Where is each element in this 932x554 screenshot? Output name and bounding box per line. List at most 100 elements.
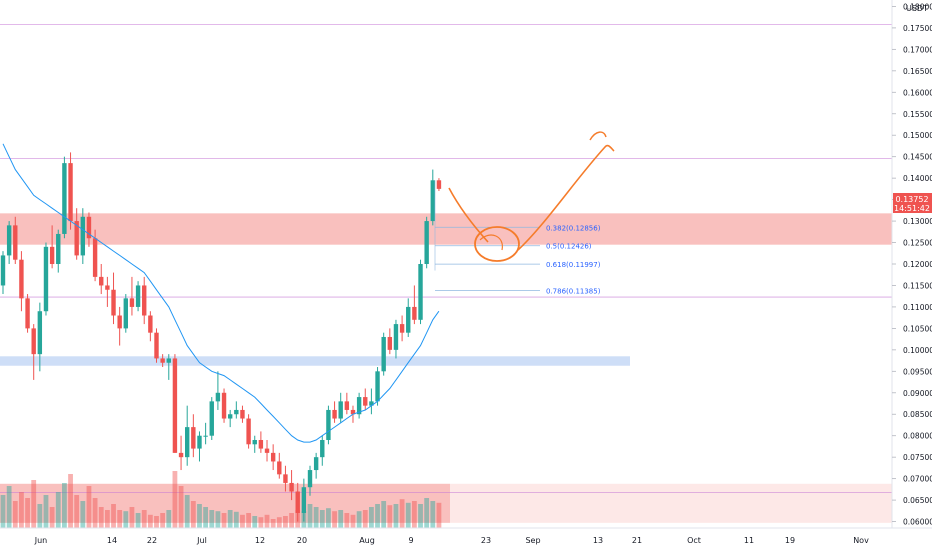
volume-bar xyxy=(19,492,24,528)
volume-bar xyxy=(25,498,30,528)
drawn-circle-inner xyxy=(479,234,503,251)
candle-body xyxy=(25,298,30,329)
zone-support-2 xyxy=(0,483,450,523)
volume-bar xyxy=(197,504,202,528)
price-axis[interactable]: 0.18000 0.17500 0.17000 0.16500 0.16000 0.155… xyxy=(892,2,932,527)
fib-label-2: 0.618(0.11997) xyxy=(546,261,601,269)
candle-body xyxy=(0,255,6,286)
candle-body xyxy=(74,221,79,256)
candle-body xyxy=(252,440,257,445)
volume-bar xyxy=(283,516,288,528)
quote-currency-label: USDT xyxy=(906,4,928,13)
candle-body xyxy=(246,418,251,445)
volume-bar xyxy=(338,510,344,528)
volume-bar xyxy=(0,495,6,528)
candle-body xyxy=(320,440,325,458)
y-tick-label: 0.12000 xyxy=(903,260,932,269)
volume-bar xyxy=(252,516,258,528)
moving-average-line xyxy=(2,143,440,443)
volume-bar xyxy=(31,480,37,528)
volume-layer xyxy=(0,471,442,528)
candle-body xyxy=(209,401,214,436)
candle-body xyxy=(264,448,270,453)
candle-body xyxy=(369,401,374,406)
volume-bar xyxy=(344,513,350,528)
last-price-badge: 0.13752 14:51:42 xyxy=(893,193,932,213)
drawn-circle xyxy=(474,226,520,262)
candle-body xyxy=(86,216,92,239)
volume-bar xyxy=(227,510,233,528)
candle-body xyxy=(393,324,399,350)
candle-body xyxy=(332,409,337,419)
candle-body xyxy=(215,392,221,402)
volume-bar xyxy=(178,486,184,528)
time-axis[interactable]: Jun 14 22 Jul 12 20 Aug 9 23 Sep 13 21 Oct 11 19 Nov xyxy=(34,536,869,545)
y-tick-label: 0.16500 xyxy=(903,67,932,76)
candle-body xyxy=(92,238,98,277)
volume-bar xyxy=(362,510,368,528)
candle-body xyxy=(142,285,147,316)
y-tick-label: 0.06000 xyxy=(903,518,932,527)
volume-bar xyxy=(86,486,92,528)
candle-body xyxy=(123,298,128,329)
x-tick-label: Sep xyxy=(525,536,540,545)
volume-bar xyxy=(129,507,135,528)
zones-layer xyxy=(0,213,892,523)
candle-body xyxy=(307,470,313,488)
x-tick-label: 22 xyxy=(147,536,157,545)
volume-bar xyxy=(43,495,49,528)
x-tick-label: Nov xyxy=(853,536,869,545)
last-price-value: 0.13752 xyxy=(895,195,928,204)
y-tick-label: 0.10000 xyxy=(903,346,932,355)
y-tick-label: 0.16000 xyxy=(903,88,932,97)
y-tick-label: 0.15000 xyxy=(903,131,932,140)
y-tick-label: 0.11000 xyxy=(903,303,932,312)
volume-bar xyxy=(276,517,282,528)
volume-bar xyxy=(399,499,405,528)
candle-body xyxy=(356,397,362,415)
volume-bar xyxy=(350,514,356,528)
candle-body xyxy=(148,315,153,333)
volume-bar xyxy=(104,510,110,528)
candle-body xyxy=(350,409,356,415)
y-tick-label: 0.09500 xyxy=(903,367,932,376)
x-tick-label: Aug xyxy=(359,536,375,545)
candle-body xyxy=(135,285,141,307)
y-tick-label: 0.17500 xyxy=(903,24,932,33)
candle-body xyxy=(227,414,233,419)
candle-body xyxy=(31,328,36,355)
y-tick-label: 0.07500 xyxy=(903,453,932,462)
y-tick-label: 0.14500 xyxy=(903,153,932,162)
volume-bar xyxy=(6,486,12,528)
volume-bar xyxy=(166,510,172,528)
candle-body xyxy=(99,276,104,286)
volume-bar xyxy=(190,501,196,528)
y-tick-label: 0.09000 xyxy=(903,389,932,398)
drawn-arrow-head xyxy=(589,131,607,141)
volume-bar xyxy=(160,513,166,528)
y-tick-label: 0.13000 xyxy=(903,217,932,226)
volume-bar xyxy=(405,502,411,528)
volume-bar xyxy=(369,507,374,528)
y-tick-label: 0.06500 xyxy=(903,496,932,505)
candle-body xyxy=(129,298,135,307)
candle-body xyxy=(277,461,282,475)
volume-bar xyxy=(92,498,98,528)
x-tick-label: 21 xyxy=(632,536,642,545)
volume-bar xyxy=(111,504,116,528)
x-tick-label: 14 xyxy=(107,536,117,545)
zone-support-1 xyxy=(0,356,630,366)
volume-bar xyxy=(55,492,61,528)
fib-layer: 0.382(0.12856) 0.5(0.12426) 0.618(0.11997)… xyxy=(434,180,601,295)
drawn-path-down xyxy=(448,187,489,243)
zone-resistance-0 xyxy=(0,213,892,245)
volume-bar xyxy=(411,501,417,528)
y-tick-label: 0.12500 xyxy=(903,239,932,248)
candle-body xyxy=(338,401,343,419)
volume-bar xyxy=(246,513,251,528)
candle-body xyxy=(270,452,276,462)
candle-body xyxy=(43,246,49,312)
volume-bar xyxy=(289,513,294,528)
